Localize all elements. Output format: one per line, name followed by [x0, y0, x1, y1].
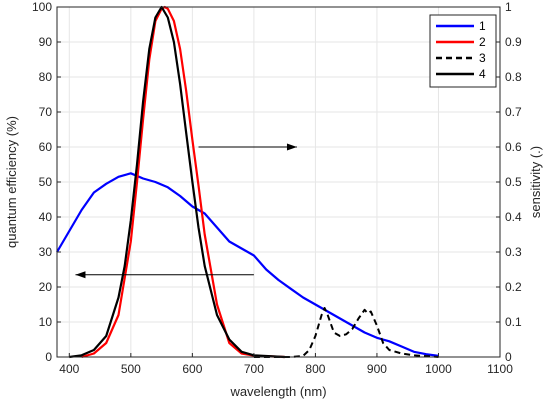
y-left-tick-label: 40 [39, 210, 53, 224]
x-tick-label: 1100 [487, 362, 513, 376]
x-axis-label: wavelength (nm) [229, 384, 326, 399]
x-tick-label: 600 [182, 362, 202, 376]
x-tick-label: 800 [305, 362, 325, 376]
series-layer [56, 5, 439, 359]
legend: 1 2 3 4 [429, 14, 497, 88]
x-tick-label: 500 [121, 362, 141, 376]
annotation-arrow-head [75, 271, 86, 279]
y-left-tick-label: 100 [32, 0, 52, 14]
x-tick-label: 1000 [425, 362, 452, 376]
y-left-tick-label: 70 [39, 105, 53, 119]
y-right-tick-label: 1 [505, 0, 512, 14]
y-right-tick-label: 0.6 [505, 140, 522, 154]
legend-label-3: 3 [479, 51, 486, 65]
x-tick-label: 900 [367, 362, 387, 376]
legend-label-1: 1 [479, 19, 486, 33]
y-right-tick-label: 0.7 [505, 105, 522, 119]
y-right-tick-label: 0.5 [505, 175, 522, 189]
y-right-tick-label: 0.8 [505, 70, 522, 84]
y-left-tick-label: 0 [45, 350, 52, 364]
y-right-tick-label: 0.1 [505, 315, 522, 329]
series-line-1 [56, 172, 439, 357]
y-axis-label-left: quantum efficiency (%) [4, 116, 19, 248]
y-left-tick-label: 90 [39, 35, 53, 49]
y-left-tick-label: 20 [39, 280, 53, 294]
legend-label-4: 4 [479, 67, 486, 81]
grid [57, 6, 501, 358]
y-right-tick-label: 0.4 [505, 210, 522, 224]
annotation-arrows [75, 143, 297, 279]
legend-label-2: 2 [479, 35, 486, 49]
annotation-arrow-head [286, 143, 297, 151]
y-right-tick-label: 0.2 [505, 280, 522, 294]
series-line-2 [81, 5, 285, 359]
y-left-tick-label: 60 [39, 140, 53, 154]
y-right-tick-label: 0.9 [505, 35, 522, 49]
series-line-3 [253, 307, 439, 358]
tick-labels: 400 500 600 700 800 900 1000 110001020304050607… [32, 0, 522, 376]
y-left-tick-label: 10 [39, 315, 53, 329]
y-left-tick-label: 80 [39, 70, 53, 84]
y-right-tick-label: 0.3 [505, 245, 522, 259]
y-left-tick-label: 50 [39, 175, 53, 189]
y-right-tick-label: 0 [505, 350, 512, 364]
x-tick-label: 400 [59, 362, 79, 376]
y-axis-label-right: sensitivity (.) [528, 146, 543, 218]
y-left-tick-label: 30 [39, 245, 53, 259]
series-line-4 [69, 5, 285, 359]
x-tick-label: 700 [244, 362, 264, 376]
